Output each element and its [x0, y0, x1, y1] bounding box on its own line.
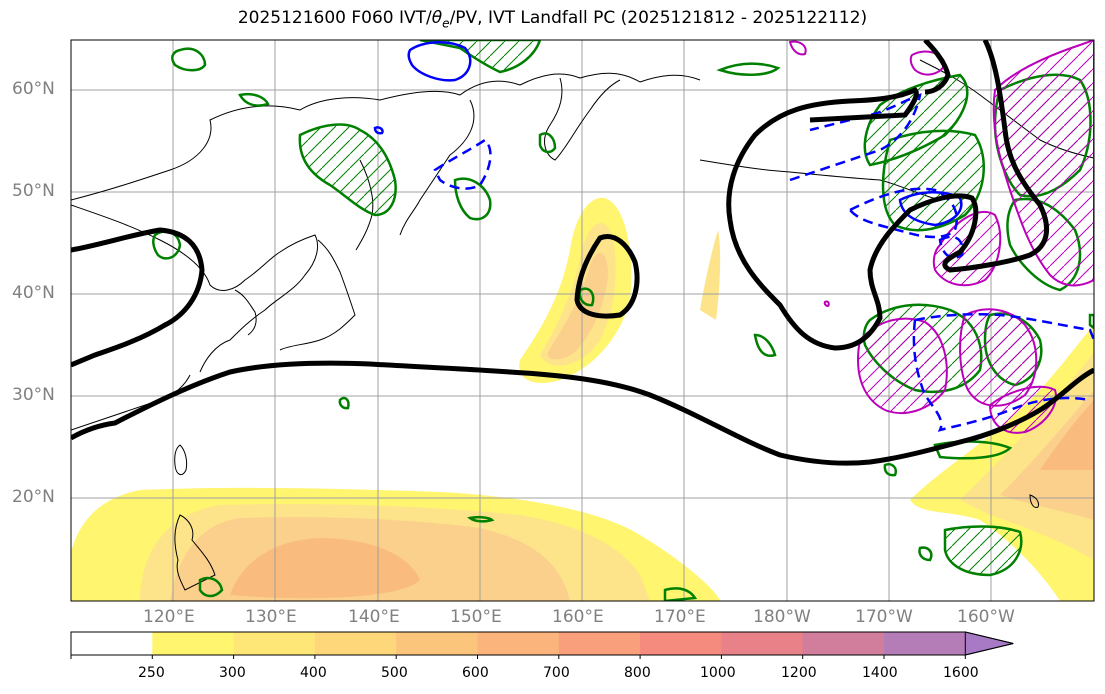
- pv-contour-south-2: [663, 587, 698, 601]
- lat-label-50n: 50°N: [12, 181, 55, 201]
- colorbar-segment: [396, 632, 478, 655]
- lon-label-160w: 160°W: [957, 607, 1015, 627]
- lat-label-40n: 40°N: [12, 283, 55, 303]
- pc-pos-top-2: [909, 50, 947, 76]
- theta-contours: [71, 40, 1094, 466]
- colorbar-segment: [477, 632, 560, 655]
- colorbar-label-700: 700: [543, 665, 570, 681]
- lon-label-160e: 160°E: [552, 607, 604, 627]
- pc-neg-solid-1: [898, 191, 963, 227]
- ivt-plume-east-400: [1000, 390, 1094, 520]
- pv-contour-yellow-sea: [238, 93, 270, 107]
- pc-neg-dashed-3: [848, 187, 959, 239]
- colorbar-segment: [802, 632, 885, 655]
- coast-korea-peninsula: [234, 289, 257, 336]
- pv-contour-sea: [453, 177, 492, 221]
- coast-hawaii: [1029, 494, 1039, 508]
- colorbar-segment: [721, 632, 804, 655]
- pv-contour-phil: [198, 576, 224, 598]
- pv-contour-okhotsk-top: [171, 47, 207, 72]
- pc-neg-dashed-4: [912, 313, 1094, 432]
- colorbar-label-300: 300: [219, 665, 246, 681]
- theta-contour-low: [574, 234, 640, 319]
- coast-kamchatka: [544, 77, 621, 161]
- pv-contour-bering: [419, 40, 542, 74]
- colorbar: [70, 631, 1014, 659]
- pv-contour-south-5: [578, 287, 595, 307]
- lon-label-140e: 140°E: [348, 607, 400, 627]
- pv-contour-small-2: [538, 132, 557, 154]
- pv-contour-south-1: [943, 525, 1023, 577]
- colorbar-segment: [152, 632, 235, 655]
- ivt-plume-east-sw: [1060, 570, 1094, 601]
- pv-contour-south-3: [467, 515, 495, 523]
- colorbar-label-800: 800: [624, 665, 651, 681]
- theta-contour-main: [71, 360, 1094, 466]
- pv-contour-sw: [883, 463, 897, 477]
- theta-contour-ne-low: [726, 40, 1050, 351]
- colorbar-label-400: 400: [300, 665, 327, 681]
- colorbar-segment: [640, 632, 722, 655]
- coast-taiwan: [174, 444, 188, 476]
- lon-label-170w: 170°W: [855, 607, 913, 627]
- pv-contour-gulf-3: [881, 129, 985, 232]
- pv-contour-kuril: [298, 123, 397, 217]
- pc-pos-gulf: [992, 40, 1094, 287]
- colorbar-segment: [233, 632, 316, 655]
- coast-china-korea: [71, 204, 318, 373]
- pv-contour-south-4: [753, 333, 777, 357]
- colorbar-label-1400: 1400: [862, 665, 898, 681]
- ivt-band-subtropical-500: [230, 538, 420, 599]
- coast-asia-north: [71, 72, 701, 201]
- lat-label-20n: 20°N: [12, 487, 55, 507]
- colorbar-segment: [314, 632, 397, 655]
- colorbar-segment: [558, 632, 641, 655]
- colorbar-label-500: 500: [381, 665, 408, 681]
- map-frame: [70, 39, 1095, 602]
- colorbar-segment: [71, 632, 153, 655]
- pv-contour-sw2: [918, 546, 933, 562]
- theta-contour-north-west: [71, 227, 205, 368]
- coast-japan: [279, 239, 356, 351]
- colorbar-segment: [884, 632, 966, 655]
- ivt-stripe-170w: [700, 230, 721, 320]
- coast-china-south: [71, 374, 191, 431]
- lon-label-120e: 120°E: [143, 607, 195, 627]
- theta-contour-ne-2: [923, 40, 951, 95]
- pc-pos-dot: [823, 300, 830, 308]
- colorbar-label-1000: 1000: [700, 665, 736, 681]
- pv-contour-dot-2: [1088, 313, 1094, 330]
- lat-label-60n: 60°N: [12, 79, 55, 99]
- lon-label-150e: 150°E: [450, 607, 502, 627]
- colorbar-label-250: 250: [138, 665, 165, 681]
- map-title: 2025121600 F060 IVT/θe/PV, IVT Landfall …: [237, 8, 868, 31]
- lon-label-130e: 130°E: [245, 607, 297, 627]
- pc-neg-dashed-1: [433, 138, 492, 190]
- colorbar-extend-arrow: [964, 631, 1014, 656]
- ivt-shading: [71, 197, 1094, 601]
- coast-okhotsk: [399, 99, 475, 236]
- ivt-plume-east-500: [1040, 400, 1094, 470]
- colorbar-outline: [70, 631, 1014, 656]
- pv-contour-aleutian-north: [716, 62, 781, 76]
- lat-label-30n: 30°N: [12, 385, 55, 405]
- pc-pos-top-1: [788, 40, 807, 56]
- pc-neg-small: [373, 126, 384, 135]
- colorbar-label-1200: 1200: [781, 665, 817, 681]
- lon-label-170e: 170°E: [654, 607, 706, 627]
- colorbar-label-1600: 1600: [943, 665, 979, 681]
- pv-contour-dot-1: [338, 396, 350, 410]
- colorbar-label-600: 600: [462, 665, 489, 681]
- pc-neg-dashed-5: [938, 235, 964, 259]
- pc-neg-bering: [407, 41, 472, 82]
- lon-label-180w: 180°W: [753, 607, 811, 627]
